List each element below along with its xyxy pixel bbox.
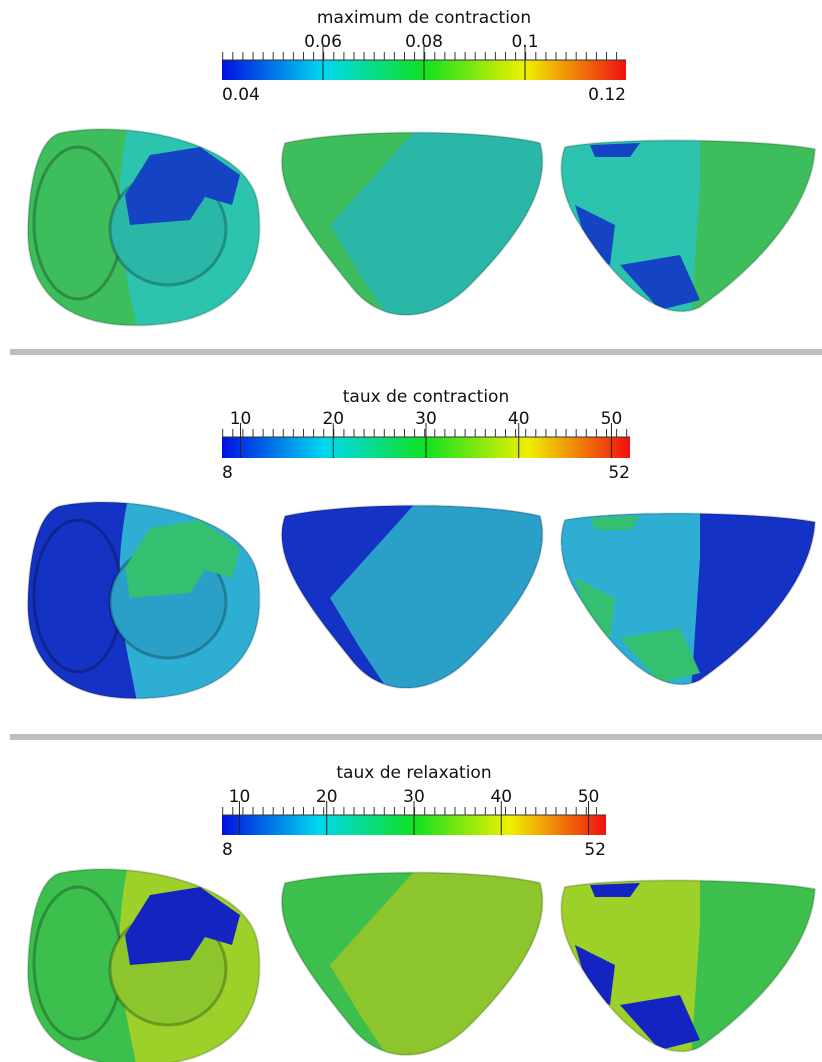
heart-outline	[560, 879, 817, 1053]
patch	[620, 628, 700, 683]
colorbar-max-label: 52	[608, 463, 630, 483]
patch	[620, 995, 700, 1050]
colorbar-min-label: 8	[222, 463, 233, 483]
heart-outline	[280, 871, 544, 1056]
colorbar-tick-label: 30	[403, 787, 425, 807]
colorbar-tick-label: 50	[578, 787, 600, 807]
panel-title: taux de contraction	[343, 387, 509, 407]
colorbar-tick-label: 20	[316, 787, 338, 807]
patch	[125, 887, 240, 965]
colorbar-min-label: 8	[222, 840, 233, 860]
colorbar-tick-label: 10	[229, 787, 251, 807]
colorbar-tick-label: 0.08	[405, 32, 443, 52]
heart-outline	[26, 501, 261, 700]
heart-region	[32, 129, 260, 326]
patch	[575, 945, 615, 1005]
colorbar-tick-label: 30	[415, 409, 437, 429]
patch	[575, 205, 615, 265]
heart-views	[26, 501, 817, 700]
colorbar-min-label: 0.04	[222, 85, 260, 105]
colorbar-tick-label: 50	[601, 409, 623, 429]
colorbar-max-label: 0.12	[588, 85, 626, 105]
colorbar-tick-label: 20	[322, 409, 344, 429]
patch	[125, 520, 240, 598]
separator	[10, 734, 822, 740]
colorbar-tick-label: 0.06	[304, 32, 342, 52]
patch	[125, 147, 240, 225]
heart-outline	[280, 131, 544, 316]
heart-outline	[26, 128, 261, 327]
heart-region	[561, 880, 700, 1052]
colorbar-tick-label: 0.1	[511, 32, 538, 52]
patch	[620, 255, 700, 310]
panel-title: taux de relaxation	[336, 763, 491, 783]
patch	[590, 143, 640, 157]
heart-outline	[280, 504, 544, 689]
heart-outline	[26, 868, 261, 1062]
colorbar-tick-label: 10	[230, 409, 252, 429]
patch	[590, 516, 640, 530]
heart-outline	[560, 139, 817, 313]
heart-views	[26, 868, 817, 1062]
heart-outline	[560, 512, 817, 686]
patch	[575, 578, 615, 638]
heart-region	[561, 513, 700, 685]
heart-region	[32, 869, 260, 1062]
colorbar-max-label: 52	[584, 840, 606, 860]
colorbar-tick-label: 40	[490, 787, 512, 807]
patch	[590, 883, 640, 897]
heart-views	[26, 128, 817, 327]
heart-region	[32, 502, 260, 699]
colorbar-tick-label: 40	[508, 409, 530, 429]
panel-title: maximum de contraction	[317, 8, 531, 28]
separator	[10, 349, 822, 355]
heart-region	[561, 140, 700, 312]
